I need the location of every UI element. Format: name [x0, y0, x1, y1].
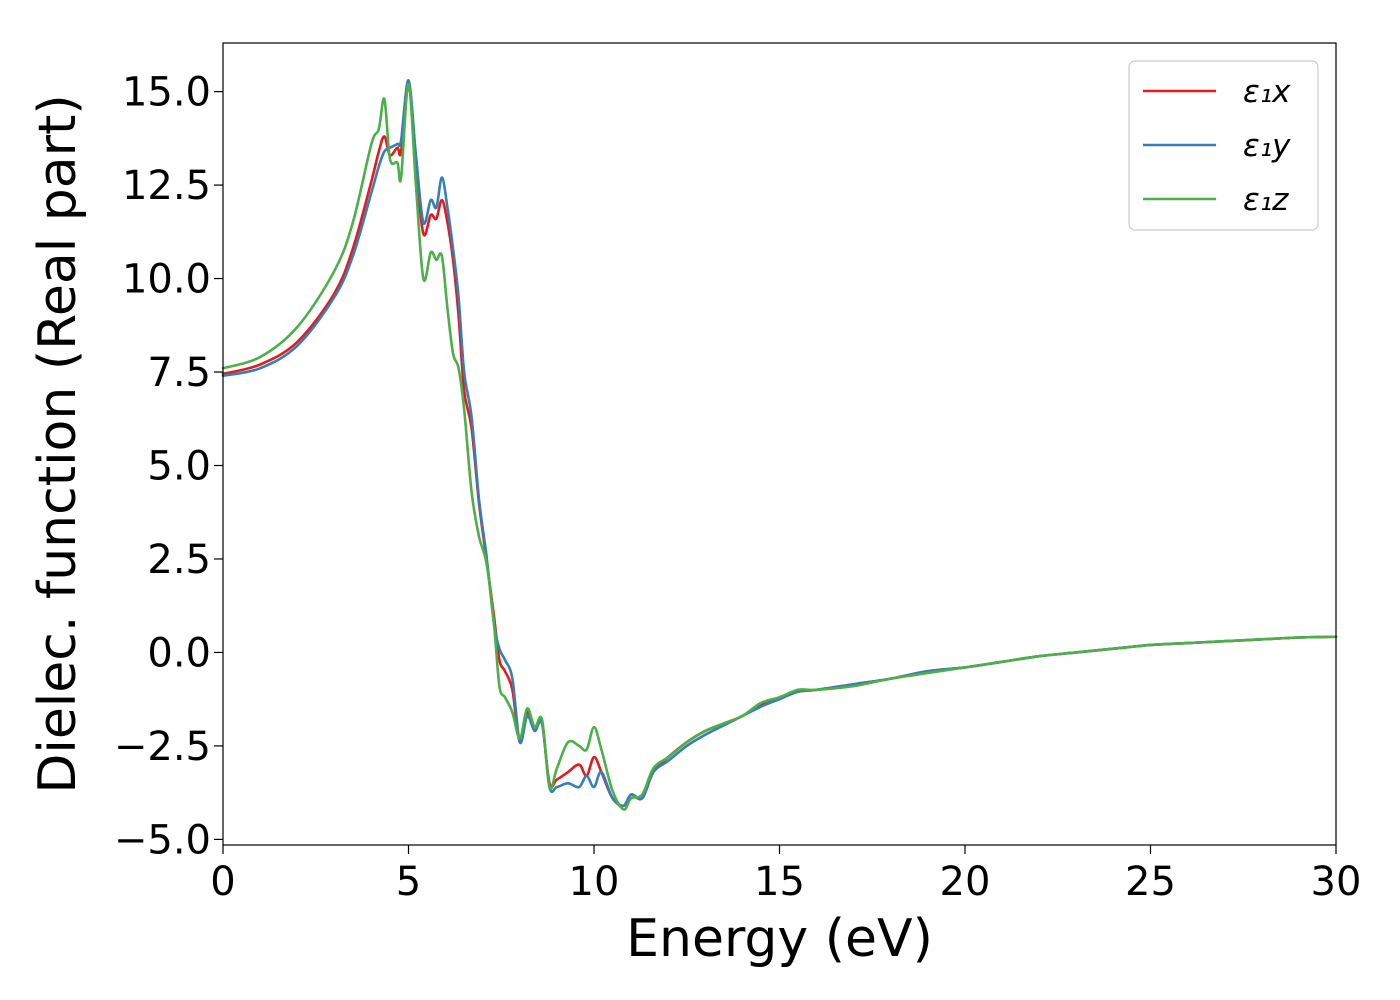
legend-label-1: ε₁x: [1243, 74, 1291, 110]
x-tick-label: 5: [396, 859, 421, 905]
y-tick-label: 10.0: [122, 257, 211, 303]
y-tick-label: 15.0: [122, 70, 211, 116]
y-tick-label: 5.0: [147, 443, 211, 489]
x-axis-label: Energy (eV): [626, 909, 933, 969]
y-axis-label: Dielec. function (Real part): [28, 94, 88, 793]
y-tick-label: 2.5: [147, 537, 211, 583]
x-tick-label: 20: [940, 859, 991, 905]
y-axis-ticks: −5.0 −2.5 0.0 2.5 5.0 7.5 10.0 12.5 15.0: [114, 70, 223, 863]
x-tick-label: 15: [754, 859, 805, 905]
y-tick-label: 0.0: [147, 630, 211, 676]
series-layer: [221, 79, 1338, 811]
legend-label-3: ε₁z: [1243, 182, 1289, 218]
x-tick-label: 0: [210, 859, 235, 905]
y-tick-label: −2.5: [114, 724, 211, 770]
legend-entries: ε₁x ε₁y ε₁z: [1143, 74, 1291, 218]
series-line-2: [221, 79, 1338, 808]
x-axis-ticks: 0 5 10 15 20 25 30: [210, 845, 1361, 905]
x-tick-label: 30: [1311, 859, 1362, 905]
y-tick-label: 12.5: [122, 163, 211, 209]
y-tick-label: 7.5: [147, 350, 211, 396]
legend: ε₁x ε₁y ε₁z: [1128, 60, 1319, 231]
x-tick-label: 10: [569, 859, 620, 905]
x-tick-label: 25: [1125, 859, 1176, 905]
series-line-3: [221, 82, 1338, 811]
y-tick-label: −5.0: [114, 817, 211, 863]
legend-label-2: ε₁y: [1243, 128, 1291, 164]
legend-frame: [1128, 60, 1319, 231]
